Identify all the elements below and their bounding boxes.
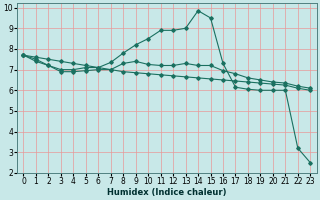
X-axis label: Humidex (Indice chaleur): Humidex (Indice chaleur) — [107, 188, 227, 197]
